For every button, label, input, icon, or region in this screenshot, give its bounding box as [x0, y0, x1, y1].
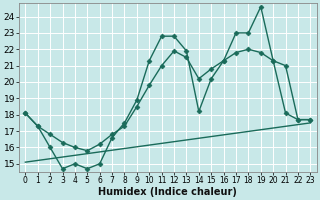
- X-axis label: Humidex (Indice chaleur): Humidex (Indice chaleur): [98, 187, 237, 197]
